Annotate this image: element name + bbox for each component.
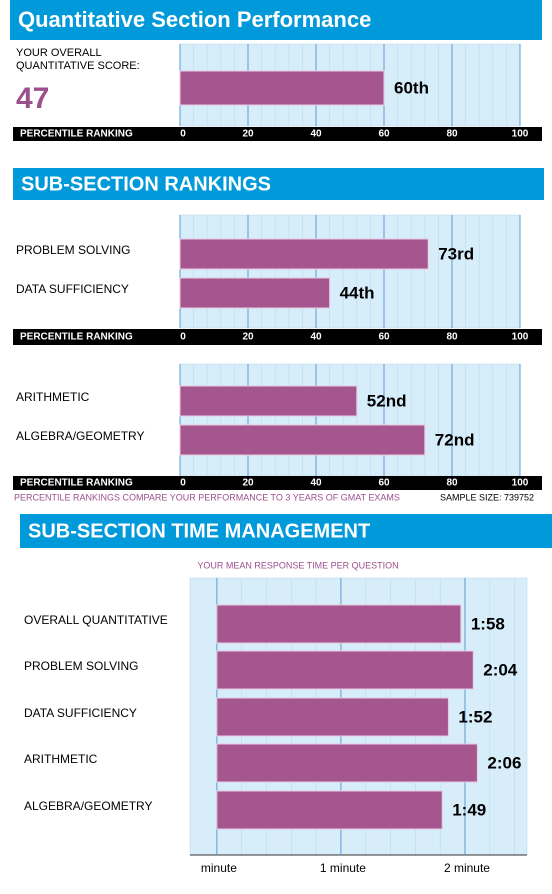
x-tick-label: 40 — [310, 332, 322, 343]
category-label: ALGEBRA/GEOMETRY — [16, 429, 144, 443]
axis-band — [13, 127, 542, 141]
sample-size: SAMPLE SIZE: 739752 — [440, 492, 534, 502]
axis-band — [13, 329, 542, 345]
score: 47 — [16, 82, 49, 115]
axis-label: PERCENTILE RANKING — [20, 478, 133, 489]
axis-band — [13, 476, 542, 490]
score-label-box: YOUR OVERALL QUANTITATIVE SCORE: — [16, 47, 140, 72]
x-tick-label: 60 — [378, 478, 390, 489]
value-label: 73rd — [438, 244, 474, 263]
x-tick-label: 2 minute — [444, 861, 490, 875]
category-label: ARITHMETIC — [24, 752, 98, 766]
section-header — [10, 0, 542, 40]
x-tick-label: 60 — [378, 129, 390, 140]
section-header — [13, 168, 544, 200]
x-tick-label: 40 — [310, 478, 322, 489]
axis-label: PERCENTILE RANKING — [20, 129, 133, 140]
plot-area — [179, 214, 521, 329]
bar — [216, 650, 474, 690]
subtitle: YOUR MEAN RESPONSE TIME PER QUESTION — [197, 560, 398, 570]
value-label: 72nd — [435, 430, 475, 449]
x-tick-label: 100 — [512, 332, 529, 343]
score-label: YOUR OVERALL QUANTITATIVE SCORE: — [16, 47, 140, 72]
category-label: PROBLEM SOLVING — [24, 659, 138, 673]
value-label: 60th — [394, 78, 429, 97]
section-title: SUB-SECTION TIME MANAGEMENT — [28, 520, 370, 542]
bar — [179, 385, 358, 417]
category-label: ALGEBRA/GEOMETRY — [24, 799, 152, 813]
x-tick-label: 0 — [180, 332, 186, 343]
x-tick-label: 40 — [310, 129, 322, 140]
bar — [179, 70, 385, 106]
value-label: 44th — [340, 283, 375, 302]
category-label: ARITHMETIC — [16, 390, 90, 404]
section-title: Quantitative Section Performance — [18, 7, 371, 32]
bar — [216, 604, 462, 644]
x-tick-label: 20 — [242, 332, 254, 343]
value-label: 1:58 — [471, 614, 505, 633]
x-tick-label: 100 — [512, 478, 529, 489]
section-title: SUB-SECTION RANKINGS — [21, 173, 271, 195]
category-label: DATA SUFFICIENCY — [24, 706, 137, 720]
value-label: 52nd — [367, 391, 407, 410]
bar — [216, 697, 449, 737]
x-tick-label: 80 — [446, 478, 458, 489]
value-label: 2:06 — [487, 753, 521, 772]
x-tick-label: minute — [201, 861, 237, 875]
category-label: OVERALL QUANTITATIVE — [24, 613, 168, 627]
x-tick-label: 1 minute — [320, 861, 366, 875]
bar — [216, 743, 478, 783]
x-tick-label: 80 — [446, 332, 458, 343]
x-tick-label: 60 — [378, 332, 390, 343]
value-label: 1:49 — [452, 800, 486, 819]
bar — [179, 238, 429, 270]
value-label: 2:04 — [483, 660, 518, 679]
plot-area — [179, 363, 521, 477]
axis-label: PERCENTILE RANKING — [20, 332, 133, 343]
footnote: PERCENTILE RANKINGS COMPARE YOUR PERFORM… — [14, 492, 400, 502]
x-tick-label: 0 — [180, 129, 186, 140]
x-tick-label: 20 — [242, 129, 254, 140]
bar — [179, 277, 331, 309]
x-tick-label: 20 — [242, 478, 254, 489]
x-tick-label: 100 — [512, 129, 529, 140]
value-label: 1:52 — [458, 707, 492, 726]
category-label: PROBLEM SOLVING — [16, 243, 130, 257]
bar — [179, 424, 426, 456]
category-label: DATA SUFFICIENCY — [16, 282, 129, 296]
x-tick-label: 80 — [446, 129, 458, 140]
x-tick-label: 0 — [180, 478, 186, 489]
bar — [216, 790, 443, 830]
section-header — [20, 514, 552, 548]
